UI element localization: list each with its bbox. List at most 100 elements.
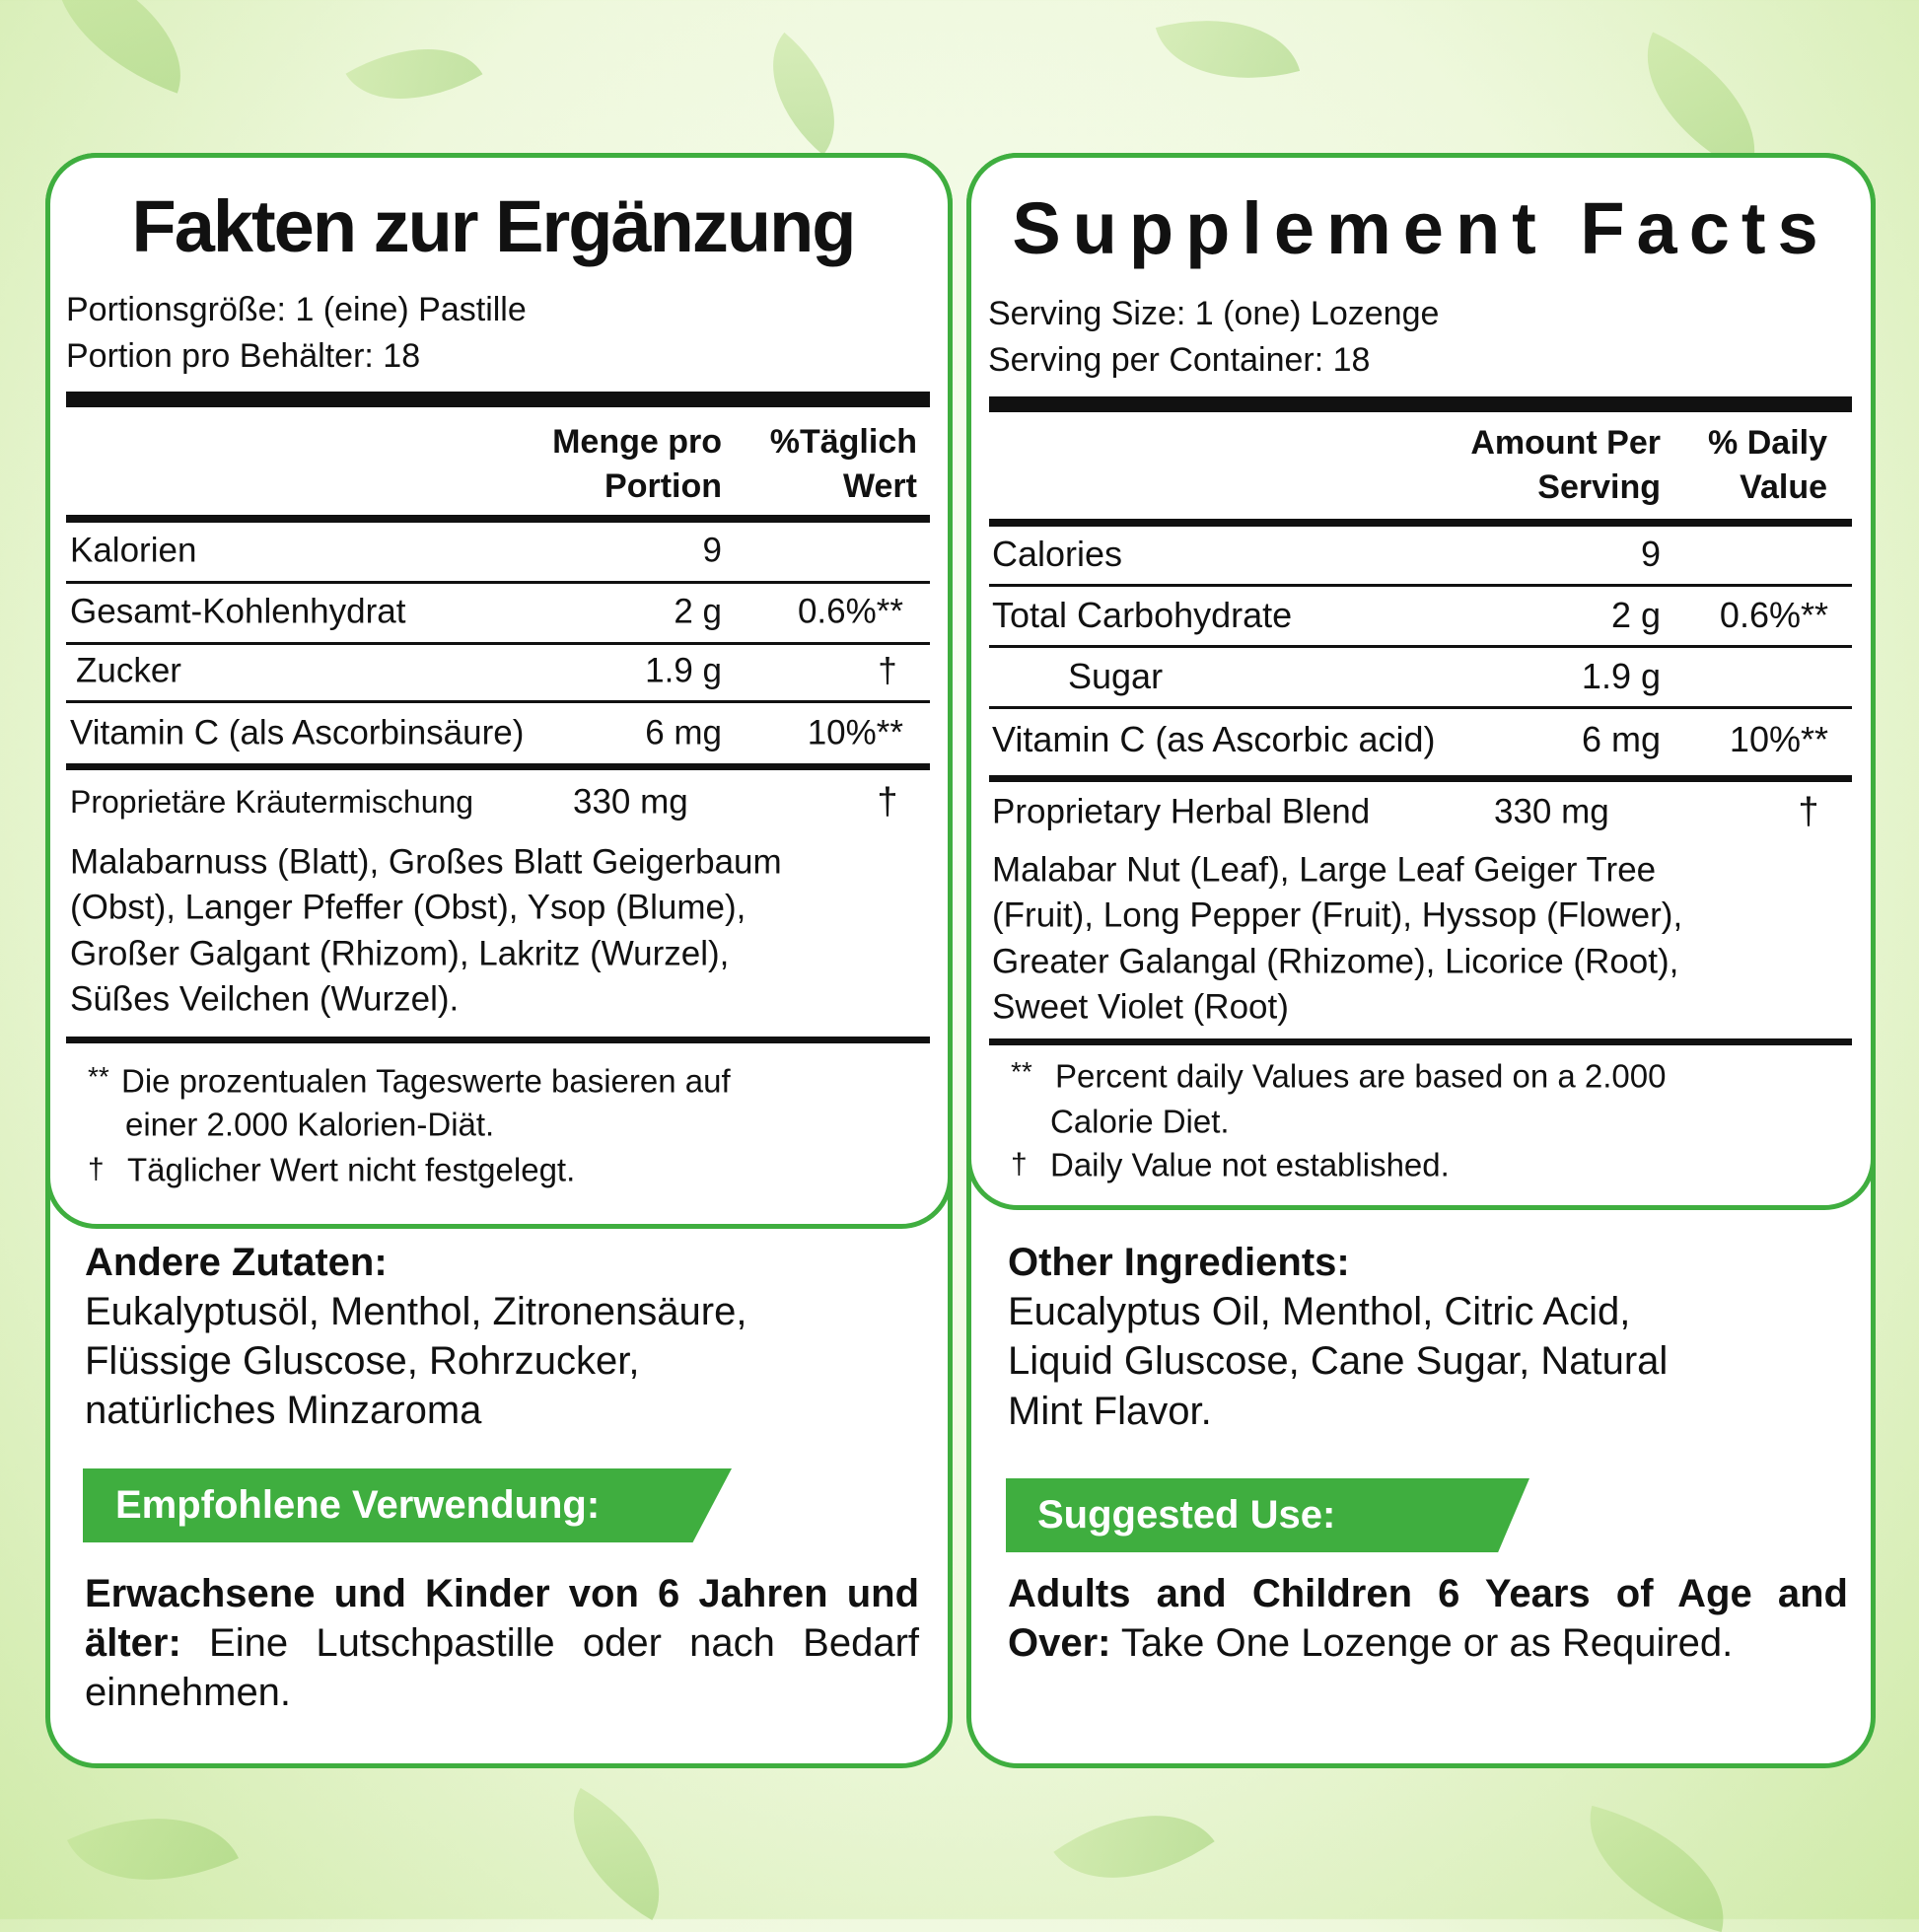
nutrient-name: Calories (992, 534, 1123, 574)
blend-name: Proprietäre Kräutermischung (70, 784, 474, 820)
blend-daily-value: † (1798, 791, 1819, 832)
nutrient-name: Zucker (76, 651, 181, 690)
leaf-decoration (1053, 1772, 1215, 1921)
blend-ingredients-line: Greater Galangal (Rhizome), Licorice (Ro… (992, 942, 1679, 981)
blend-name: Proprietary Herbal Blend (992, 792, 1371, 831)
amount-header: Serving (1537, 468, 1661, 506)
nutrient-name: Vitamin C (as Ascorbic acid) (992, 719, 1436, 759)
suggested-use-text: Erwachsene und Kinder von 6 Jahren und ä… (85, 1569, 919, 1717)
nutrient-name: Sugar (1068, 656, 1164, 696)
thick-divider (989, 396, 1852, 412)
footnote-text: Percent daily Values are based on a 2.00… (1055, 1057, 1667, 1095)
blend-amount: 330 mg (573, 782, 688, 822)
suggested-use-label: Empfohlene Verwendung: (115, 1483, 601, 1527)
dagger-mark: † (1011, 1148, 1028, 1181)
footnote-text: Die prozentualen Tageswerte basieren auf (121, 1062, 731, 1100)
nutrient-daily-value: 0.6%** (797, 592, 903, 631)
row-divider (989, 644, 1852, 648)
other-ingredients-line: Liquid Gluscose, Cane Sugar, Natural (1008, 1339, 1669, 1383)
german-facts-panel (45, 153, 953, 1229)
nutrient-amount: 1.9 g (645, 651, 722, 690)
medium-divider (66, 1037, 930, 1043)
nutrient-daily-value: 10%** (807, 713, 903, 752)
footnote-mark: ** (88, 1061, 109, 1092)
blend-amount: 330 mg (1494, 792, 1609, 831)
footnote-text: Daily Value not established. (1050, 1146, 1450, 1183)
nutrient-daily-value: 10%** (1729, 719, 1828, 759)
nutrient-daily-value: † (878, 651, 897, 690)
english-label-card (966, 153, 1876, 1768)
row-divider (66, 641, 930, 645)
other-ingredients-heading: Andere Zutaten: (85, 1241, 388, 1284)
medium-divider (66, 515, 930, 523)
nutrient-amount: 9 (1640, 534, 1661, 574)
amount-header: Portion (604, 467, 722, 505)
nutrient-name: Total Carbohydrate (992, 595, 1293, 635)
row-divider (66, 580, 930, 584)
blend-ingredients-line: Süßes Veilchen (Wurzel). (70, 979, 460, 1019)
leaf-decoration (1155, 0, 1301, 105)
nutrient-amount: 6 mg (1581, 719, 1661, 759)
daily-value-header: % Daily (1708, 424, 1827, 462)
other-ingredients-line: Eucalyptus Oil, Menthol, Citric Acid, (1008, 1290, 1631, 1333)
serving-size: Serving Size: 1 (one) Lozenge (988, 295, 1440, 332)
suggested-use-instruction: Eine Lutschpastille oder nach Bedarf ein… (85, 1621, 919, 1714)
leaf-decoration (740, 32, 868, 156)
blend-ingredients-line: (Fruit), Long Pepper (Fruit), Hyssop (Fl… (992, 895, 1683, 935)
blend-daily-value: † (877, 781, 898, 823)
amount-header: Menge pro (552, 423, 722, 461)
english-suggested-use-banner (1006, 1478, 1529, 1552)
row-divider (989, 705, 1852, 709)
leaf-decoration (67, 1777, 239, 1921)
daily-value-header: Wert (843, 467, 917, 505)
leaf-decoration (29, 0, 208, 94)
nutrient-name: Gesamt-Kohlenhydrat (70, 592, 406, 631)
nutrient-amount: 1.9 g (1581, 656, 1661, 696)
right-title: Supplement Facts (1012, 187, 1830, 269)
blend-ingredients-line: Malabarnuss (Blatt), Großes Blatt Geiger… (70, 842, 782, 882)
medium-divider (989, 775, 1852, 782)
german-suggested-use-banner (83, 1468, 732, 1542)
left-title: Fakten zur Ergänzung (131, 185, 857, 267)
blend-ingredients-line: Großer Galgant (Rhizom), Lakritz (Wurzel… (70, 934, 730, 973)
servings-per-container: Portion pro Behälter: 18 (66, 337, 421, 375)
leaf-decoration (540, 1787, 692, 1921)
row-divider (989, 583, 1852, 587)
nutrient-amount: 2 g (1610, 595, 1661, 635)
footnote-text: einer 2.000 Kalorien-Diät. (125, 1106, 495, 1143)
daily-value-header: Value (1740, 468, 1827, 506)
leaf-decoration (345, 14, 483, 134)
blend-ingredients-line: Malabar Nut (Leaf), Large Leaf Geiger Tr… (992, 850, 1657, 890)
footnote-text: Calorie Diet. (1050, 1103, 1230, 1140)
suggested-use-text: Adults and Children 6 Years of Age and O… (1008, 1569, 1848, 1668)
nutrient-amount: 2 g (674, 592, 722, 631)
other-ingredients-line: natürliches Minzaroma (85, 1389, 482, 1432)
suggested-use-audience: Adults and Children 6 Years of Age and O… (1008, 1572, 1848, 1665)
nutrient-amount: 9 (702, 531, 722, 570)
daily-value-header: %Täglich (769, 423, 917, 461)
leaf-decoration (1569, 1805, 1744, 1932)
medium-divider (989, 519, 1852, 527)
servings-per-container: Serving per Container: 18 (988, 341, 1371, 379)
suggested-use-audience: Erwachsene und Kinder von 6 Jahren und ä… (85, 1572, 919, 1665)
medium-divider (989, 1038, 1852, 1045)
dagger-mark: † (88, 1153, 105, 1185)
nutrient-daily-value: 0.6%** (1719, 595, 1828, 635)
other-ingredients-line: Mint Flavor. (1008, 1390, 1212, 1433)
english-facts-panel (966, 153, 1876, 1210)
blend-ingredients-line: Sweet Violet (Root) (992, 987, 1289, 1027)
medium-divider (66, 763, 930, 770)
nutrient-amount: 6 mg (645, 713, 722, 752)
other-ingredients-heading: Other Ingredients: (1008, 1241, 1350, 1284)
footnote-text: Täglicher Wert nicht festgelegt. (127, 1151, 576, 1188)
nutrient-name: Kalorien (70, 531, 197, 570)
amount-header: Amount Per (1470, 424, 1661, 462)
blend-ingredients-line: (Obst), Langer Pfeffer (Obst), Ysop (Blu… (70, 888, 746, 927)
thick-divider (66, 392, 930, 407)
nutrient-name: Vitamin C (als Ascorbinsäure) (70, 713, 525, 752)
row-divider (66, 699, 930, 703)
suggested-use-instruction: Take One Lozenge or as Required. (1110, 1621, 1734, 1665)
suggested-use-label: Suggested Use: (1037, 1493, 1336, 1537)
other-ingredients-line: Eukalyptusöl, Menthol, Zitronensäure, (85, 1290, 747, 1333)
serving-size: Portionsgröße: 1 (eine) Pastille (66, 291, 527, 328)
